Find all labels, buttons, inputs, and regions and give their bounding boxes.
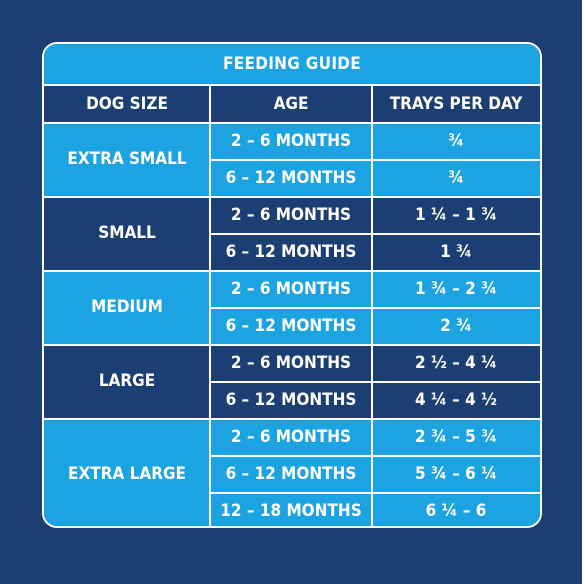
trays-cell: 2 ¾ – 5 ¾ xyxy=(372,418,540,455)
trays-cell: 1 ¼ – 1 ¾ xyxy=(372,196,540,233)
dog-size-cell: SMALL xyxy=(44,196,210,270)
dog-size-cell: EXTRA LARGE xyxy=(44,418,210,526)
group-divider xyxy=(44,122,540,124)
trays-cell: 5 ¾ – 6 ¼ xyxy=(372,455,540,492)
trays-cell: 2 ½ – 4 ¼ xyxy=(372,344,540,381)
trays-cell: 4 ¼ – 4 ½ xyxy=(372,381,540,418)
header-age: AGE xyxy=(210,84,372,122)
age-cell: 2 – 6 MONTHS xyxy=(210,122,372,159)
trays-cell: 6 ¼ – 6 xyxy=(372,492,540,526)
row-divider xyxy=(210,159,540,161)
age-cell: 6 – 12 MONTHS xyxy=(210,381,372,418)
group-divider xyxy=(44,418,540,420)
age-cell: 6 – 12 MONTHS xyxy=(210,307,372,344)
dog-size-cell: LARGE xyxy=(44,344,210,418)
header-dog-size: DOG SIZE xyxy=(44,84,210,122)
dog-size-cell: EXTRA SMALL xyxy=(44,122,210,196)
group-divider xyxy=(44,196,540,198)
age-cell: 2 – 6 MONTHS xyxy=(210,270,372,307)
row-divider xyxy=(210,455,540,457)
trays-cell: 1 ¾ – 2 ¾ xyxy=(372,270,540,307)
trays-cell: 1 ¾ xyxy=(372,233,540,270)
age-cell: 2 – 6 MONTHS xyxy=(210,196,372,233)
trays-cell: ¾ xyxy=(372,122,540,159)
age-cell: 2 – 6 MONTHS xyxy=(210,418,372,455)
row-divider xyxy=(210,307,540,309)
column-divider xyxy=(209,84,211,526)
row-divider xyxy=(210,492,540,494)
dog-size-cell: MEDIUM xyxy=(44,270,210,344)
header-trays-per-day: TRAYS PER DAY xyxy=(372,84,540,122)
feeding-guide-table: FEEDING GUIDE DOG SIZE AGE TRAYS PER DAY… xyxy=(42,42,542,528)
trays-cell: 2 ¾ xyxy=(372,307,540,344)
trays-cell: ¾ xyxy=(372,159,540,196)
group-divider xyxy=(44,344,540,346)
column-divider xyxy=(371,84,373,526)
group-divider xyxy=(44,270,540,272)
row-divider xyxy=(210,233,540,235)
age-cell: 2 – 6 MONTHS xyxy=(210,344,372,381)
age-cell: 6 – 12 MONTHS xyxy=(210,455,372,492)
table-title: FEEDING GUIDE xyxy=(44,44,540,84)
age-cell: 12 – 18 MONTHS xyxy=(210,492,372,526)
age-cell: 6 – 12 MONTHS xyxy=(210,159,372,196)
age-cell: 6 – 12 MONTHS xyxy=(210,233,372,270)
row-divider xyxy=(210,381,540,383)
